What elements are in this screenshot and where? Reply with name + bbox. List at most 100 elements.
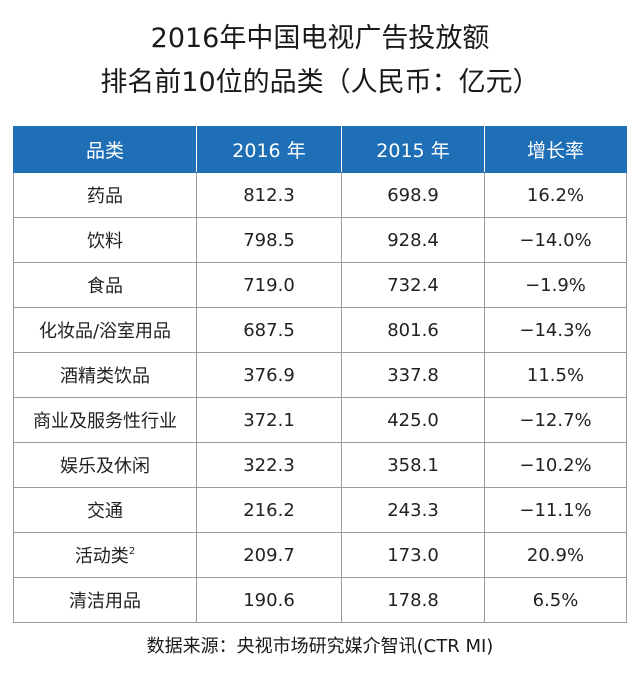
header-2015: 2015 年 xyxy=(341,126,485,173)
table-row: 商业及服务性行业 372.1 425.0 −12.7% xyxy=(13,397,627,443)
value-2016-cell: 798.5 xyxy=(196,217,342,263)
value-2016-cell-text: 812.3 xyxy=(243,184,295,206)
page-title-line-2: 排名前10位的品类（人民币：亿元） xyxy=(100,67,540,98)
value-2015-cell-text: 732.4 xyxy=(387,274,439,296)
value-2016-cell-text: 322.3 xyxy=(243,454,295,476)
category-cell-text: 食品 xyxy=(87,276,123,297)
table-header-row: 品类 2016 年 2015 年 增长率 xyxy=(13,126,627,173)
growth-cell: −12.7% xyxy=(484,397,627,443)
data-table: 品类 2016 年 2015 年 增长率 药品 812.3 698.9 16.2% 饮料… xyxy=(13,126,627,623)
table-row: 活动类2 209.7 173.0 20.9% xyxy=(13,532,627,578)
value-2016-cell-text: 190.6 xyxy=(243,589,295,611)
value-2015-cell-text: 337.8 xyxy=(387,364,439,386)
value-2016-cell: 372.1 xyxy=(196,397,342,443)
value-2016-cell: 812.3 xyxy=(196,172,342,218)
category-cell: 药品 xyxy=(13,172,197,218)
value-2015-cell: 337.8 xyxy=(341,352,485,398)
value-2015-cell: 358.1 xyxy=(341,442,485,488)
page-title-line-1: 2016年中国电视广告投放额 xyxy=(150,23,490,54)
value-2015-cell: 732.4 xyxy=(341,262,485,308)
value-2015-cell-text: 173.0 xyxy=(387,544,439,566)
value-2016-cell-text: 687.5 xyxy=(243,319,295,341)
category-cell: 商业及服务性行业 xyxy=(13,397,197,443)
category-cell-text: 清洁用品 xyxy=(69,591,141,612)
value-2016-cell-text: 798.5 xyxy=(243,229,295,251)
data-source-note: 数据来源：央视市场研究媒介智讯(CTR MI) xyxy=(146,636,494,657)
header-category: 品类 xyxy=(13,126,197,173)
value-2016-cell: 216.2 xyxy=(196,487,342,533)
table-row: 酒精类饮品 376.9 337.8 11.5% xyxy=(13,352,627,398)
value-2016-cell: 376.9 xyxy=(196,352,342,398)
value-2015-cell-text: 178.8 xyxy=(387,589,439,611)
table-row: 化妆品/浴室用品 687.5 801.6 −14.3% xyxy=(13,307,627,353)
category-cell-text: 化妆品/浴室用品 xyxy=(38,321,172,342)
category-cell: 交通 xyxy=(13,487,197,533)
table-row: 娱乐及休闲 322.3 358.1 −10.2% xyxy=(13,442,627,488)
value-2015-cell: 928.4 xyxy=(341,217,485,263)
value-2016-cell: 209.7 xyxy=(196,532,342,578)
table-body: 药品 812.3 698.9 16.2% 饮料 798.5 928.4 −14.0% 食品 719… xyxy=(13,172,627,623)
value-2015-cell: 801.6 xyxy=(341,307,485,353)
growth-cell-text: −10.2% xyxy=(519,454,592,476)
category-cell-text: 饮料 xyxy=(87,231,123,252)
value-2016-cell: 322.3 xyxy=(196,442,342,488)
value-2016-cell: 190.6 xyxy=(196,577,342,623)
value-2015-cell-text: 928.4 xyxy=(387,229,439,251)
footnote-marker: 2 xyxy=(128,546,136,557)
value-2015-cell-text: 243.3 xyxy=(387,499,439,521)
category-cell: 食品 xyxy=(13,262,197,308)
value-2016-cell-text: 216.2 xyxy=(243,499,295,521)
growth-cell: −10.2% xyxy=(484,442,627,488)
value-2016-cell-text: 209.7 xyxy=(243,544,295,566)
growth-cell-text: −1.9% xyxy=(525,274,586,296)
value-2016-cell-text: 376.9 xyxy=(243,364,295,386)
growth-cell-text: 16.2% xyxy=(526,184,585,206)
category-cell: 酒精类饮品 xyxy=(13,352,197,398)
value-2016-cell-text: 372.1 xyxy=(243,409,295,431)
value-2015-cell: 173.0 xyxy=(341,532,485,578)
growth-cell: −11.1% xyxy=(484,487,627,533)
growth-cell: 16.2% xyxy=(484,172,627,218)
category-cell: 活动类2 xyxy=(13,532,197,578)
growth-cell-text: −14.3% xyxy=(519,319,592,341)
category-cell: 化妆品/浴室用品 xyxy=(13,307,197,353)
growth-cell-text: −14.0% xyxy=(519,229,592,251)
category-cell-text: 活动类 xyxy=(74,546,129,567)
value-2015-cell: 698.9 xyxy=(341,172,485,218)
value-2015-cell: 178.8 xyxy=(341,577,485,623)
header-growth: 增长率 xyxy=(484,126,627,173)
table-row: 药品 812.3 698.9 16.2% xyxy=(13,172,627,218)
category-cell-text: 交通 xyxy=(87,501,123,522)
growth-cell: 20.9% xyxy=(484,532,627,578)
value-2016-cell: 687.5 xyxy=(196,307,342,353)
table-row: 清洁用品 190.6 178.8 6.5% xyxy=(13,577,627,623)
value-2015-cell: 243.3 xyxy=(341,487,485,533)
category-cell: 娱乐及休闲 xyxy=(13,442,197,488)
value-2015-cell-text: 801.6 xyxy=(387,319,439,341)
value-2016-cell: 719.0 xyxy=(196,262,342,308)
growth-cell: 11.5% xyxy=(484,352,627,398)
growth-cell-text: 11.5% xyxy=(526,364,585,386)
category-cell-text: 娱乐及休闲 xyxy=(60,456,150,477)
category-cell-text: 酒精类饮品 xyxy=(60,366,150,387)
growth-cell: −14.3% xyxy=(484,307,627,353)
header-2016: 2016 年 xyxy=(196,126,342,173)
value-2015-cell-text: 698.9 xyxy=(387,184,439,206)
growth-cell-text: 6.5% xyxy=(532,589,579,611)
growth-cell-text: −11.1% xyxy=(519,499,592,521)
growth-cell: 6.5% xyxy=(484,577,627,623)
category-cell: 清洁用品 xyxy=(13,577,197,623)
value-2016-cell-text: 719.0 xyxy=(243,274,295,296)
growth-cell: −1.9% xyxy=(484,262,627,308)
value-2015-cell-text: 358.1 xyxy=(387,454,439,476)
growth-cell-text: −12.7% xyxy=(519,409,592,431)
growth-cell: −14.0% xyxy=(484,217,627,263)
category-cell: 饮料 xyxy=(13,217,197,263)
table-row: 饮料 798.5 928.4 −14.0% xyxy=(13,217,627,263)
growth-cell-text: 20.9% xyxy=(526,544,585,566)
value-2015-cell: 425.0 xyxy=(341,397,485,443)
table-row: 交通 216.2 243.3 −11.1% xyxy=(13,487,627,533)
table-row: 食品 719.0 732.4 −1.9% xyxy=(13,262,627,308)
category-cell-text: 商业及服务性行业 xyxy=(33,411,177,432)
value-2015-cell-text: 425.0 xyxy=(387,409,439,431)
